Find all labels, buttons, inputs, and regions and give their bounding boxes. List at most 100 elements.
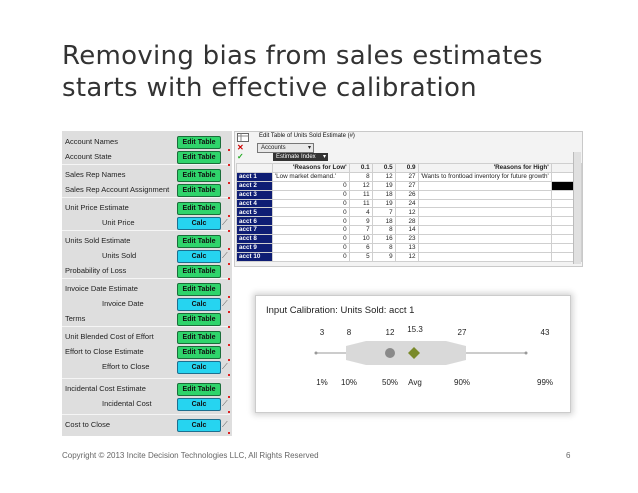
value-cell[interactable]: 23 bbox=[394, 234, 419, 245]
high-reason-cell[interactable] bbox=[417, 234, 552, 245]
value-cell[interactable]: 27 bbox=[394, 180, 419, 191]
percentile-label: 1% bbox=[316, 378, 328, 387]
value-cell[interactable]: 7 bbox=[371, 207, 396, 218]
value-cell[interactable]: 16 bbox=[371, 234, 396, 245]
edit-table-button[interactable]: Edit Table bbox=[177, 265, 221, 278]
high-reason-cell[interactable] bbox=[417, 216, 552, 227]
high-reason-cell[interactable] bbox=[417, 251, 552, 262]
model-row: Unit Price($/#)Calc⟋ bbox=[62, 216, 230, 230]
median-circle-icon[interactable] bbox=[385, 348, 395, 358]
value-cell[interactable]: 13 bbox=[394, 243, 419, 253]
value-cell[interactable]: 12 bbox=[371, 171, 396, 182]
high-reason-cell[interactable] bbox=[417, 243, 552, 253]
value-cell[interactable]: 0 bbox=[271, 225, 350, 236]
chart-icon[interactable]: ⟋ bbox=[222, 218, 228, 227]
value-cell[interactable]: 7 bbox=[348, 225, 373, 236]
value-cell[interactable]: 24 bbox=[394, 198, 419, 209]
value-cell[interactable]: 8 bbox=[371, 225, 396, 236]
calc-button[interactable]: Calc bbox=[177, 361, 221, 374]
value-cell[interactable]: 6 bbox=[348, 243, 373, 253]
value-cell[interactable]: 0 bbox=[271, 251, 350, 262]
calibration-value: 12 bbox=[385, 328, 395, 337]
percentile-label: 50% bbox=[381, 378, 399, 387]
section-divider bbox=[62, 197, 230, 198]
percentile-label: 90% bbox=[453, 378, 471, 387]
edit-table-button[interactable]: Edit Table bbox=[177, 169, 221, 182]
high-reason-cell[interactable] bbox=[417, 189, 552, 200]
edit-table-button[interactable]: Edit Table bbox=[177, 313, 221, 326]
value-cell[interactable]: 19 bbox=[371, 180, 396, 191]
close-icon[interactable]: ✕ bbox=[237, 143, 244, 152]
table-icon[interactable] bbox=[237, 133, 249, 142]
average-diamond-icon[interactable] bbox=[408, 347, 420, 359]
check-icon[interactable]: ✓ bbox=[237, 152, 244, 161]
value-cell[interactable]: 18 bbox=[371, 189, 396, 200]
chart-icon[interactable]: ⟋ bbox=[222, 362, 228, 371]
percentile-header: 0.9 bbox=[394, 163, 419, 173]
value-cell[interactable]: 9 bbox=[371, 251, 396, 262]
value-cell[interactable]: 12 bbox=[394, 251, 419, 262]
edit-table-button[interactable]: Edit Table bbox=[177, 184, 221, 197]
high-reason-cell[interactable] bbox=[417, 225, 552, 236]
calibration-value: 15.3 bbox=[407, 325, 423, 334]
value-cell[interactable]: 14 bbox=[394, 225, 419, 236]
edit-table-button[interactable]: Edit Table bbox=[177, 283, 221, 296]
edit-table-button[interactable]: Edit Table bbox=[177, 235, 221, 248]
edit-table-button[interactable]: Edit Table bbox=[177, 151, 221, 164]
high-reason-cell[interactable]: 'Wants to frontload inventory for future… bbox=[417, 171, 552, 182]
value-cell[interactable]: 0 bbox=[271, 180, 350, 191]
model-row: Effort to Close Estimate(hrs)Edit Table bbox=[62, 345, 230, 359]
edit-table-button[interactable]: Edit Table bbox=[177, 202, 221, 215]
value-cell[interactable]: 0 bbox=[271, 243, 350, 253]
scrollbar[interactable] bbox=[573, 152, 581, 264]
edit-table-button[interactable]: Edit Table bbox=[177, 383, 221, 396]
value-cell[interactable]: 10 bbox=[348, 234, 373, 245]
edit-table-button[interactable]: Edit Table bbox=[177, 331, 221, 344]
calibration-chart bbox=[314, 341, 528, 365]
table-row: acct 60918280 bbox=[236, 216, 583, 227]
value-cell[interactable]: 4 bbox=[348, 207, 373, 218]
model-row: Account Names Edit Table bbox=[62, 135, 230, 149]
value-cell[interactable]: 11 bbox=[348, 198, 373, 209]
value-cell[interactable]: 27 bbox=[394, 171, 419, 182]
value-cell[interactable]: 12 bbox=[348, 180, 373, 191]
value-cell[interactable]: 28 bbox=[394, 216, 419, 227]
value-cell[interactable]: 11 bbox=[348, 189, 373, 200]
high-reason-cell[interactable] bbox=[417, 207, 552, 218]
value-cell[interactable]: 26 bbox=[394, 189, 419, 200]
percentile-label: 10% bbox=[340, 378, 358, 387]
value-cell[interactable]: 0 bbox=[271, 216, 350, 227]
percentile-header: 0.1 bbox=[348, 163, 373, 173]
value-cell[interactable]: 18 bbox=[371, 216, 396, 227]
chart-icon[interactable]: ⟋ bbox=[222, 251, 228, 260]
value-cell[interactable]: 0 bbox=[271, 198, 350, 209]
chart-icon[interactable]: ⟋ bbox=[222, 299, 228, 308]
value-cell[interactable]: 8 bbox=[371, 243, 396, 253]
low-reason-cell[interactable]: 'Low market demand.' bbox=[271, 171, 350, 182]
high-reason-cell[interactable] bbox=[417, 198, 552, 209]
edit-table-button[interactable]: Edit Table bbox=[177, 136, 221, 149]
accounts-dropdown[interactable]: Accounts ▾ bbox=[257, 143, 314, 153]
value-cell[interactable]: 12 bbox=[394, 207, 419, 218]
chart-icon[interactable]: ⟋ bbox=[222, 399, 228, 408]
estimate-index-dropdown[interactable]: Estimate Index ▾ bbox=[273, 153, 328, 161]
row-label: acct 8 bbox=[236, 234, 273, 245]
calc-button[interactable]: Calc bbox=[177, 298, 221, 311]
value-cell[interactable]: 0 bbox=[271, 207, 350, 218]
model-row: Unit Blended Cost of Effort($/hr)Edit Ta… bbox=[62, 330, 230, 344]
value-cell[interactable]: 5 bbox=[348, 251, 373, 262]
value-cell[interactable]: 19 bbox=[371, 198, 396, 209]
edit-table-button[interactable]: Edit Table bbox=[177, 346, 221, 359]
calc-button[interactable]: Calc bbox=[177, 419, 221, 432]
high-reason-cell[interactable] bbox=[417, 180, 552, 191]
value-cell[interactable]: 0 bbox=[271, 189, 350, 200]
value-cell[interactable]: 0 bbox=[271, 234, 350, 245]
calc-button[interactable]: Calc bbox=[177, 217, 221, 230]
value-cell[interactable]: 9 bbox=[348, 216, 373, 227]
flag-marker bbox=[228, 230, 230, 232]
chart-icon[interactable]: ⟋ bbox=[222, 420, 228, 429]
calc-button[interactable]: Calc bbox=[177, 398, 221, 411]
value-cell[interactable]: 8 bbox=[348, 171, 373, 182]
calibration-value: 3 bbox=[319, 328, 325, 337]
calc-button[interactable]: Calc bbox=[177, 250, 221, 263]
